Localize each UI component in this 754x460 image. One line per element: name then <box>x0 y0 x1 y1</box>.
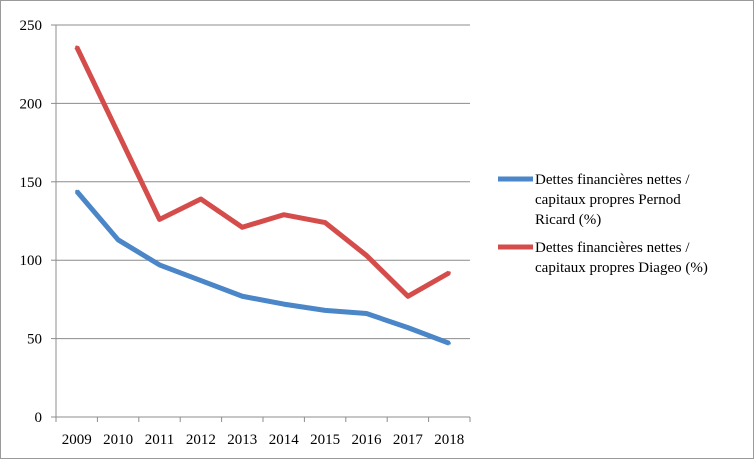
legend-label-1: Dettes financières nettes / <box>535 172 690 188</box>
data-point <box>447 341 451 345</box>
data-point <box>365 312 368 316</box>
legend: Dettes financières nettes / capitaux prop… <box>498 172 708 276</box>
y-tick-label: 0 <box>35 410 43 426</box>
legend-label-2: Dettes financières nettes / <box>535 240 690 256</box>
y-tick-label: 200 <box>20 96 43 112</box>
legend-label-1: capitaux propres Pernod <box>535 192 681 208</box>
data-point <box>323 308 327 312</box>
series-line-1 <box>74 189 451 346</box>
x-tick-label: 2014 <box>269 432 300 448</box>
data-point <box>447 271 451 275</box>
data-point <box>406 326 410 330</box>
x-tick-label: 2013 <box>227 432 257 448</box>
series-line-2 <box>74 45 451 299</box>
data-point <box>240 225 244 229</box>
x-tick-label: 2009 <box>62 432 92 448</box>
gridlines <box>56 24 470 340</box>
data-point <box>199 197 203 201</box>
legend-label-2: capitaux propres Diageo (%) <box>535 260 708 276</box>
data-point <box>240 294 244 298</box>
data-point <box>365 253 368 257</box>
data-point <box>158 217 161 221</box>
y-tick-label: 100 <box>20 253 43 269</box>
data-point <box>75 189 79 193</box>
legend-label-1: Ricard (%) <box>535 212 601 228</box>
y-tick-label: 250 <box>20 18 43 34</box>
data-point <box>116 238 120 242</box>
x-tick-label: 2012 <box>186 432 216 448</box>
data-point <box>158 263 161 267</box>
data-point <box>199 279 203 283</box>
x-axis-ticks: 2009 2010 2011 2012 2013 2014 2015 2016 2017 2018 <box>55 417 471 448</box>
x-tick-label: 2016 <box>352 432 383 448</box>
x-tick-label: 2017 <box>393 432 424 448</box>
data-point <box>75 45 79 49</box>
y-tick-label: 150 <box>20 175 43 191</box>
x-tick-label: 2011 <box>145 432 174 448</box>
y-axis-ticks: 0 50 100 150 200 250 <box>20 18 56 426</box>
data-point <box>282 302 286 306</box>
data-point <box>282 213 286 217</box>
y-tick-label: 50 <box>27 332 42 348</box>
data-point <box>406 294 410 298</box>
series-lines <box>74 45 451 346</box>
data-point <box>323 221 327 225</box>
x-tick-label: 2018 <box>434 432 464 448</box>
x-tick-label: 2015 <box>310 432 340 448</box>
data-point <box>116 131 120 135</box>
x-tick-label: 2010 <box>103 432 133 448</box>
